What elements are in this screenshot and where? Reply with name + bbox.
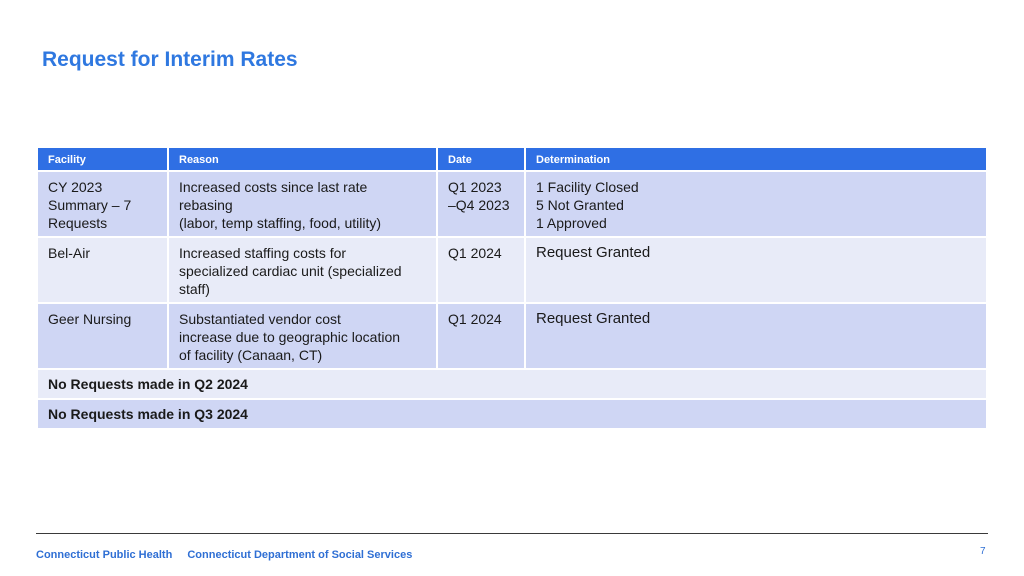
facility-cell: Bel-Air [38, 238, 169, 302]
page-number: 7 [980, 546, 986, 557]
footer-divider [36, 533, 988, 534]
date-cell: Q1 2023 –Q4 2023 [438, 172, 526, 236]
interim-rates-table: Facility Reason Date Determination CY 20… [38, 148, 986, 430]
header-date: Date [438, 148, 526, 170]
facility-cell: Geer Nursing [38, 304, 169, 368]
footer-dss: Connecticut Department of Social Service… [187, 549, 413, 561]
table-row: No Requests made in Q2 2024 [38, 370, 986, 400]
table-row: Geer Nursing Substantiated vendor cost i… [38, 304, 986, 370]
note-q2-2024: No Requests made in Q2 2024 [48, 376, 248, 392]
table-header-row: Facility Reason Date Determination [38, 148, 986, 172]
reason-cell: Increased staffing costs for specialized… [169, 238, 438, 302]
date-cell: Q1 2024 [438, 304, 526, 368]
determination-cell: Request Granted [536, 310, 651, 327]
table-row: Bel-Air Increased staffing costs for spe… [38, 238, 986, 304]
determination-cell: Request Granted [536, 244, 651, 261]
header-determination: Determination [536, 154, 610, 166]
footer-public-health: Connecticut Public Health [36, 549, 173, 561]
page-title: Request for Interim Rates [42, 48, 298, 71]
note-q3-2024: No Requests made in Q3 2024 [48, 406, 248, 422]
facility-cell: CY 2023 Summary – 7 Requests [38, 172, 169, 236]
date-cell: Q1 2024 [438, 238, 526, 302]
table-row: No Requests made in Q3 2024 [38, 400, 986, 430]
table-row: CY 2023 Summary – 7 Requests Increased c… [38, 172, 986, 238]
determination-cell: 1 Facility Closed 5 Not Granted 1 Approv… [536, 179, 639, 231]
header-facility: Facility [38, 148, 169, 170]
header-reason: Reason [169, 148, 438, 170]
footer: Connecticut Public Health Connecticut De… [36, 549, 424, 561]
reason-cell: Increased costs since last rate rebasing… [169, 172, 438, 236]
reason-cell: Substantiated vendor cost increase due t… [169, 304, 438, 368]
